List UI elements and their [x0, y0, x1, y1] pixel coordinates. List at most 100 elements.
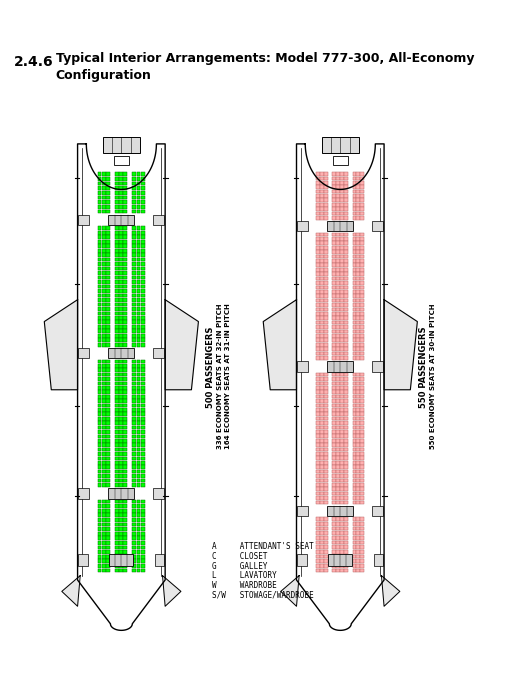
Bar	[106, 236, 110, 239]
Bar	[119, 528, 123, 531]
Bar	[333, 233, 336, 236]
Bar	[320, 417, 324, 420]
Bar	[333, 531, 336, 535]
Text: Typical Interior Arrangements: Model 777-300, All-Economy
Configuration: Typical Interior Arrangements: Model 777…	[55, 52, 474, 82]
Bar	[106, 307, 110, 311]
Bar	[141, 514, 145, 517]
Bar	[324, 263, 327, 267]
Bar	[298, 361, 309, 372]
Bar	[340, 254, 344, 259]
Bar	[106, 430, 110, 434]
Bar	[344, 500, 348, 505]
Bar	[333, 569, 336, 572]
Bar	[316, 343, 320, 347]
Bar	[106, 466, 110, 469]
Bar	[103, 137, 140, 153]
Bar	[360, 199, 364, 202]
Bar	[320, 237, 324, 240]
Bar	[324, 177, 327, 180]
Bar	[115, 249, 119, 252]
Bar	[340, 268, 344, 272]
Bar	[119, 483, 123, 486]
Bar	[340, 290, 344, 293]
Bar	[102, 518, 106, 522]
Bar	[106, 386, 110, 390]
Bar	[333, 312, 336, 316]
Bar	[102, 285, 106, 288]
Bar	[336, 199, 340, 202]
Bar	[115, 181, 119, 185]
Bar	[119, 541, 123, 545]
Bar	[137, 523, 141, 526]
Bar	[98, 245, 101, 248]
Bar	[320, 181, 324, 185]
Bar	[336, 286, 340, 289]
Bar	[137, 413, 141, 416]
Bar	[132, 404, 137, 407]
Bar	[357, 250, 360, 254]
Bar	[324, 443, 327, 447]
Bar	[324, 286, 327, 289]
Bar	[119, 391, 123, 394]
Bar	[324, 181, 327, 185]
Bar	[141, 505, 145, 508]
Bar	[353, 452, 356, 456]
Bar	[353, 448, 356, 451]
Bar	[132, 443, 137, 447]
Bar	[344, 177, 348, 180]
Bar	[360, 399, 364, 403]
Bar	[336, 536, 340, 539]
Bar	[98, 559, 101, 563]
Bar	[336, 531, 340, 535]
Bar	[119, 325, 123, 329]
Bar	[119, 227, 123, 230]
Bar	[357, 312, 360, 316]
Bar	[115, 391, 119, 394]
Bar	[357, 569, 360, 572]
Bar	[360, 250, 364, 254]
Bar	[137, 546, 141, 549]
Bar	[123, 186, 127, 190]
Bar	[360, 555, 364, 558]
Bar	[320, 536, 324, 539]
Bar	[320, 457, 324, 460]
Bar	[106, 172, 110, 176]
Bar	[123, 509, 127, 513]
Bar	[106, 368, 110, 372]
Bar	[78, 488, 89, 498]
Bar	[324, 348, 327, 351]
Bar	[316, 181, 320, 185]
Bar	[320, 321, 324, 325]
Bar	[106, 461, 110, 465]
Bar	[119, 474, 123, 478]
Bar	[357, 448, 360, 451]
Bar	[141, 386, 145, 390]
Bar	[132, 399, 137, 403]
Bar	[357, 417, 360, 420]
Bar	[141, 285, 145, 288]
Bar	[141, 461, 145, 465]
Bar	[141, 293, 145, 297]
Bar	[357, 555, 360, 558]
Bar	[336, 377, 340, 381]
Bar	[123, 359, 127, 363]
Bar	[132, 550, 137, 554]
Bar	[357, 272, 360, 276]
Bar	[360, 356, 364, 360]
Bar	[98, 391, 101, 394]
Bar	[336, 461, 340, 464]
Bar	[357, 199, 360, 202]
Bar	[353, 250, 356, 254]
Bar	[324, 186, 327, 189]
Bar	[333, 448, 336, 451]
Bar	[123, 302, 127, 306]
Bar	[340, 233, 344, 236]
Bar	[353, 408, 356, 411]
Bar	[344, 404, 348, 407]
Bar	[340, 517, 344, 521]
Bar	[324, 487, 327, 491]
Bar	[316, 541, 320, 544]
Bar	[106, 417, 110, 420]
Bar	[320, 487, 324, 491]
Bar	[119, 382, 123, 385]
